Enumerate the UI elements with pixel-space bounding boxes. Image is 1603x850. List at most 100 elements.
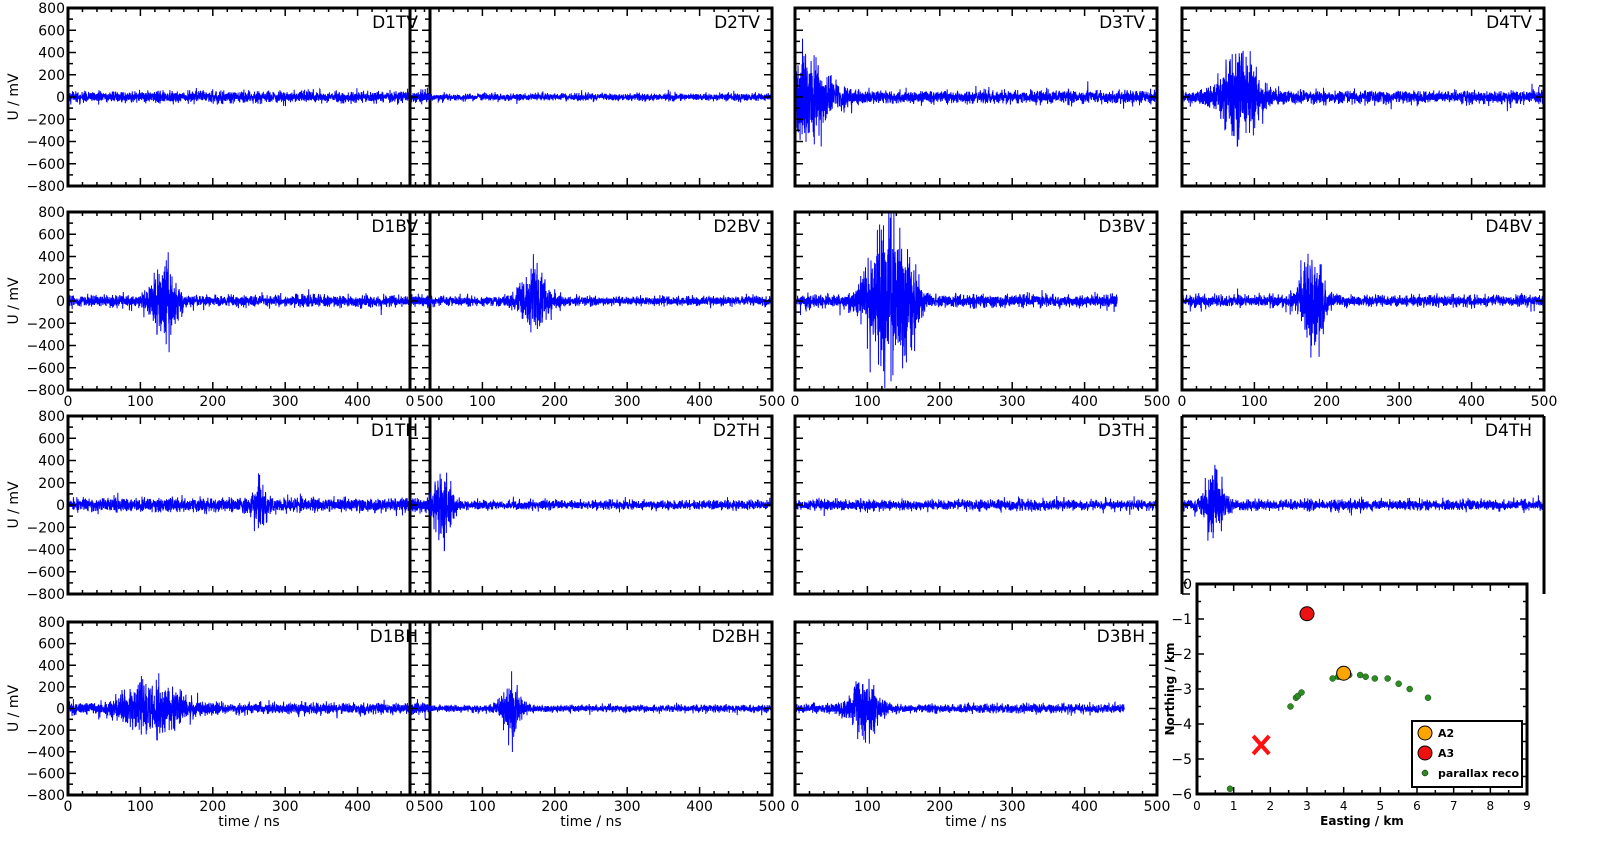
x-tick-label: 200 — [541, 394, 568, 410]
x-tick-label: 0 — [64, 799, 73, 815]
x-tick-label: 100 — [854, 799, 881, 815]
y-tick-label: 800 — [38, 205, 65, 221]
y-tick-label: 400 — [38, 658, 65, 674]
y-tick-label: 600 — [38, 637, 65, 653]
y-tick-label: −400 — [27, 135, 65, 151]
x-tick-label: 0 — [791, 799, 800, 815]
map-x-tick-label: 4 — [1340, 799, 1348, 813]
x-tick-label: 100 — [1241, 394, 1268, 410]
panel-title: D2BV — [713, 217, 760, 237]
panel-d4tv: D4TV — [1180, 6, 1546, 188]
parallax-reco-point — [1384, 675, 1391, 682]
parallax-reco-point — [1226, 785, 1234, 792]
x-tick-label: 0 — [791, 394, 800, 410]
parallax-reco-point — [1395, 680, 1402, 687]
y-tick-label: −200 — [27, 520, 65, 536]
panel-d4bv: D4BV 0 100 200 300 400 500 — [1178, 210, 1558, 410]
y-tick-label: −600 — [27, 361, 65, 377]
map-x-tick-label: 9 — [1523, 799, 1531, 813]
station-a3-point — [1299, 606, 1315, 622]
y-tick-label: −800 — [27, 383, 65, 399]
legend-marker — [1421, 769, 1429, 777]
legend-marker — [1417, 725, 1433, 741]
y-tick-label: −800 — [27, 179, 65, 195]
panel-title: D1BV — [371, 217, 418, 237]
y-tick-label: 0 — [56, 498, 65, 514]
x-tick-label: 300 — [999, 799, 1026, 815]
y-tick-label: 0 — [56, 294, 65, 310]
y-tick-label: 800 — [38, 409, 65, 425]
map-y-tick-label: −4 — [1171, 717, 1192, 733]
parallax-reco-point — [1424, 694, 1432, 701]
y-tick-label: 800 — [38, 1, 65, 17]
trace-line-d3th — [794, 495, 1158, 517]
y-axis-label: U / mV — [6, 73, 22, 121]
trace-line-d4tv — [1181, 50, 1545, 147]
panel-title: D1TV — [372, 13, 418, 33]
panel-title: D3TH — [1098, 421, 1145, 441]
y-tick-label: −600 — [27, 766, 65, 782]
map-panel: 0 1 2 3 4 5 6 7 8 9 0 −1 −2 −3 −4 −5 −6 Easting / km North… — [1163, 577, 1531, 828]
map-y-tick-label: −6 — [1171, 787, 1192, 803]
y-axis-label: U / mV — [6, 277, 22, 325]
map-x-tick-label: 2 — [1267, 799, 1275, 813]
x-tick-label: 400 — [686, 394, 713, 410]
x-tick-label: 300 — [272, 799, 299, 815]
x-tick-label: 100 — [469, 394, 496, 410]
x-tick-label: 400 — [344, 799, 371, 815]
panel-title: D2BH — [712, 627, 760, 647]
x-tick-label: 200 — [926, 799, 953, 815]
station-a2-point — [1336, 665, 1352, 681]
x-tick-label: 500 — [759, 394, 786, 410]
trace-line-d3bh — [794, 678, 1125, 744]
trace-line-d2th — [409, 472, 773, 552]
y-tick-label: −200 — [27, 316, 65, 332]
trace-line-d1tv — [67, 87, 431, 107]
trace-line-d1bv — [67, 252, 431, 353]
y-tick-label: −400 — [27, 543, 65, 559]
trace-line-d4bv — [1181, 253, 1545, 358]
y-tick-label: −600 — [27, 157, 65, 173]
x-tick-label: 100 — [127, 394, 154, 410]
panel-d1bh: D1BH 800 600 400 200 0 −200 −400 −600 −800 U / mV 0… — [6, 615, 443, 830]
y-tick-label: 200 — [38, 476, 65, 492]
map-y-tick-label: −5 — [1171, 752, 1192, 768]
y-tick-label: 400 — [38, 46, 65, 62]
x-axis-label: time / ns — [560, 814, 621, 830]
y-tick-label: 400 — [38, 454, 65, 470]
x-tick-label: 500 — [1531, 394, 1558, 410]
parallax-reco-point — [1287, 703, 1294, 710]
panel-title: D3BV — [1098, 217, 1145, 237]
x-tick-label: 200 — [199, 799, 226, 815]
panel-d2bv: D2BV 0 100 200 300 400 500 — [406, 210, 786, 410]
map-x-tick-label: 6 — [1413, 799, 1421, 813]
x-tick-label: 200 — [1313, 394, 1340, 410]
panel-title: D3BH — [1097, 627, 1145, 647]
x-tick-label: 400 — [1458, 394, 1485, 410]
y-tick-label: −600 — [27, 565, 65, 581]
x-tick-label: 400 — [686, 799, 713, 815]
map-y-tick-label: −3 — [1171, 682, 1192, 698]
parallax-reco-point — [1298, 689, 1305, 696]
y-tick-label: 0 — [56, 702, 65, 718]
panel-d3bv: D3BV 0 100 200 300 400 500 — [791, 210, 1170, 410]
map-x-tick-label: 7 — [1450, 799, 1458, 813]
x-tick-label: 200 — [199, 394, 226, 410]
panel-d1bv: D1BV 800 600 400 200 0 −200 −400 −600 −800 U / mV 0… — [6, 205, 443, 410]
x-tick-label: 200 — [541, 799, 568, 815]
parallax-reco-point — [1406, 685, 1413, 693]
map-legend: A2 A3 parallax reco — [1411, 720, 1523, 788]
legend-marker — [1417, 745, 1433, 761]
legend-label: A3 — [1438, 747, 1454, 760]
x-tick-label: 500 — [417, 799, 444, 815]
panel-title: D2TH — [713, 421, 760, 441]
x-tick-label: 100 — [127, 799, 154, 815]
x-axis-label: time / ns — [945, 814, 1006, 830]
x-tick-label: 300 — [272, 394, 299, 410]
trace-line-d4th — [1181, 464, 1545, 541]
parallax-reco-point — [1329, 675, 1336, 682]
legend-label: A2 — [1438, 727, 1454, 740]
x-tick-label: 500 — [1144, 799, 1171, 815]
x-tick-label: 0 — [64, 394, 73, 410]
y-axis-label: U / mV — [6, 481, 22, 529]
